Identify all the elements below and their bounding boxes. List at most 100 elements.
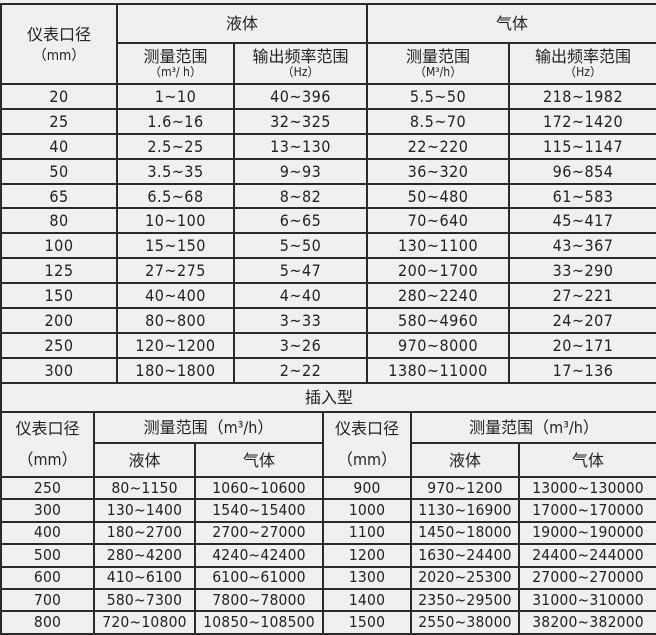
table-cell: 200~1700 [366, 257, 511, 285]
table-cell: 580~4960 [366, 307, 511, 334]
table-cell: 31000~310000 [517, 587, 656, 613]
table-cell: 1380~11000 [366, 356, 511, 384]
table-cell: 130~1100 [366, 232, 511, 260]
diameter-unit: （mm） [0, 443, 95, 478]
table-cell: 5~47 [232, 257, 369, 285]
table-cell: 32~325 [232, 107, 369, 135]
table-row: 80 10~100 6~65 70~640 45~417 [0, 207, 656, 235]
table-cell: 20~171 [508, 331, 656, 359]
insertion-flowmeter-table: 插入型 仪表口径 测量范围（m³/h） 仪表口径 测量范围（m³/h） （mm）… [0, 382, 656, 635]
table-cell: 1000 [322, 498, 412, 523]
table-cell: 8~82 [232, 182, 369, 210]
table-cell: 4~40 [232, 282, 369, 310]
table-row: 200 80~800 3~33 580~4960 24~207 [0, 307, 656, 334]
liquid-range-header: 测量范围 （m³/ h） [116, 42, 235, 85]
table-row: 300 180~1800 2~22 1380~11000 17~136 [0, 356, 656, 384]
table-cell: 250 [0, 331, 118, 359]
gas-header: 气体 [366, 3, 656, 44]
table-cell: 6100~61000 [194, 565, 324, 590]
table-cell: 2350~29500 [410, 587, 520, 613]
table-cell: 27~221 [508, 282, 656, 310]
liquid-header-2: 液体 [410, 442, 520, 478]
table-cell: 38200~382000 [517, 610, 656, 635]
table-cell: 172~1420 [508, 107, 656, 135]
table-cell: 600 [0, 565, 95, 590]
table-cell: 3.5~35 [116, 157, 235, 185]
table-cell: 8.5~70 [366, 107, 511, 135]
table-cell: 125 [0, 257, 118, 285]
table-row: 25 1.6~16 32~325 8.5~70 172~1420 [0, 107, 656, 135]
table-cell: 19000~190000 [517, 520, 656, 546]
range-label: 测量范围 [143, 47, 208, 66]
table-cell: 50~480 [366, 182, 511, 210]
table-cell: 25 [0, 107, 118, 135]
range-unit: （m³/ h） [149, 65, 202, 79]
table-cell: 280~2240 [366, 282, 511, 310]
table-cell: 970~8000 [366, 331, 511, 359]
table-cell: 1200 [322, 543, 412, 568]
table-cell: 100 [0, 232, 118, 260]
range-unit: （M³/h） [413, 65, 463, 79]
table-cell: 1060~10600 [194, 475, 324, 501]
table-cell: 720~10800 [93, 610, 196, 635]
table-row: 65 6.5~68 8~82 50~480 61~583 [0, 182, 656, 210]
table-cell: 200 [0, 307, 118, 334]
table-cell: 10850~108500 [194, 610, 324, 635]
table-cell: 10~100 [116, 207, 235, 235]
table-cell: 17000~170000 [517, 498, 656, 523]
gas-header: 气体 [194, 442, 324, 478]
table-row: 100 15~150 5~50 130~1100 43~367 [0, 232, 656, 260]
table-cell: 300 [0, 498, 95, 523]
table-row: 150 40~400 4~40 280~2240 27~221 [0, 282, 656, 310]
table-cell: 70~640 [366, 207, 511, 235]
table-row: 40 2.5~25 13~130 22~220 115~1147 [0, 132, 656, 160]
diameter-label: 仪表口径 [26, 24, 91, 44]
table-cell: 96~854 [508, 157, 656, 185]
table-cell: 2~22 [232, 356, 369, 384]
table-cell: 280~4200 [93, 543, 196, 568]
table-cell: 20 [0, 83, 118, 110]
table-cell: 13~130 [232, 132, 369, 160]
insertion-title: 插入型 [0, 382, 656, 413]
table-cell: 1100 [322, 520, 412, 546]
table-cell: 6~65 [232, 207, 369, 235]
table-cell: 1540~15400 [194, 498, 324, 523]
table-cell: 50 [0, 157, 118, 185]
table-cell: 40~400 [116, 282, 235, 310]
table-cell: 250 [0, 475, 95, 501]
table-cell: 1450~18000 [410, 520, 520, 546]
table-cell: 24400~244000 [517, 543, 656, 568]
table-cell: 80 [0, 207, 118, 235]
table-cell: 33~290 [508, 257, 656, 285]
table-cell: 24~207 [508, 307, 656, 334]
table-cell: 1500 [322, 610, 412, 635]
table-row: 700 580~7300 7800~78000 1400 2350~29500 31000… [0, 587, 656, 613]
table-cell: 700 [0, 587, 95, 613]
diameter-header-2: 仪表口径 [322, 411, 412, 443]
table-cell: 5~50 [232, 232, 369, 260]
table-cell: 580~7300 [93, 587, 196, 613]
range-label: 测量范围 [406, 47, 471, 66]
freq-unit: （Hz） [564, 65, 602, 79]
diameter-header: 仪表口径 [0, 411, 95, 443]
table-row: 800 720~10800 10850~108500 1500 2550~38000 38… [0, 610, 656, 635]
table-cell: 2700~27000 [194, 520, 324, 546]
liquid-header: 液体 [93, 442, 196, 478]
freq-unit: （Hz） [281, 65, 320, 79]
table-row: 300 130~1400 1540~15400 1000 1130~16900 17000… [0, 498, 656, 523]
table-cell: 65 [0, 182, 118, 210]
table-cell: 1130~16900 [410, 498, 520, 523]
table-cell: 800 [0, 610, 95, 635]
table-cell: 300 [0, 356, 118, 384]
liquid-freq-header: 输出频率范围 （Hz） [232, 42, 369, 85]
table-row: 125 27~275 5~47 200~1700 33~290 [0, 257, 656, 285]
table-cell: 1400 [322, 587, 412, 613]
table-cell: 43~367 [508, 232, 656, 260]
freq-label: 输出频率范围 [252, 47, 349, 66]
table-cell: 4240~42400 [194, 543, 324, 568]
table-cell: 45~417 [508, 207, 656, 235]
table-cell: 120~1200 [116, 331, 235, 359]
table-row: 500 280~4200 4240~42400 1200 1630~24400 24400… [0, 543, 656, 568]
table-row: 20 1~10 40~396 5.5~50 218~1982 [0, 83, 656, 110]
table-cell: 900 [322, 475, 412, 501]
